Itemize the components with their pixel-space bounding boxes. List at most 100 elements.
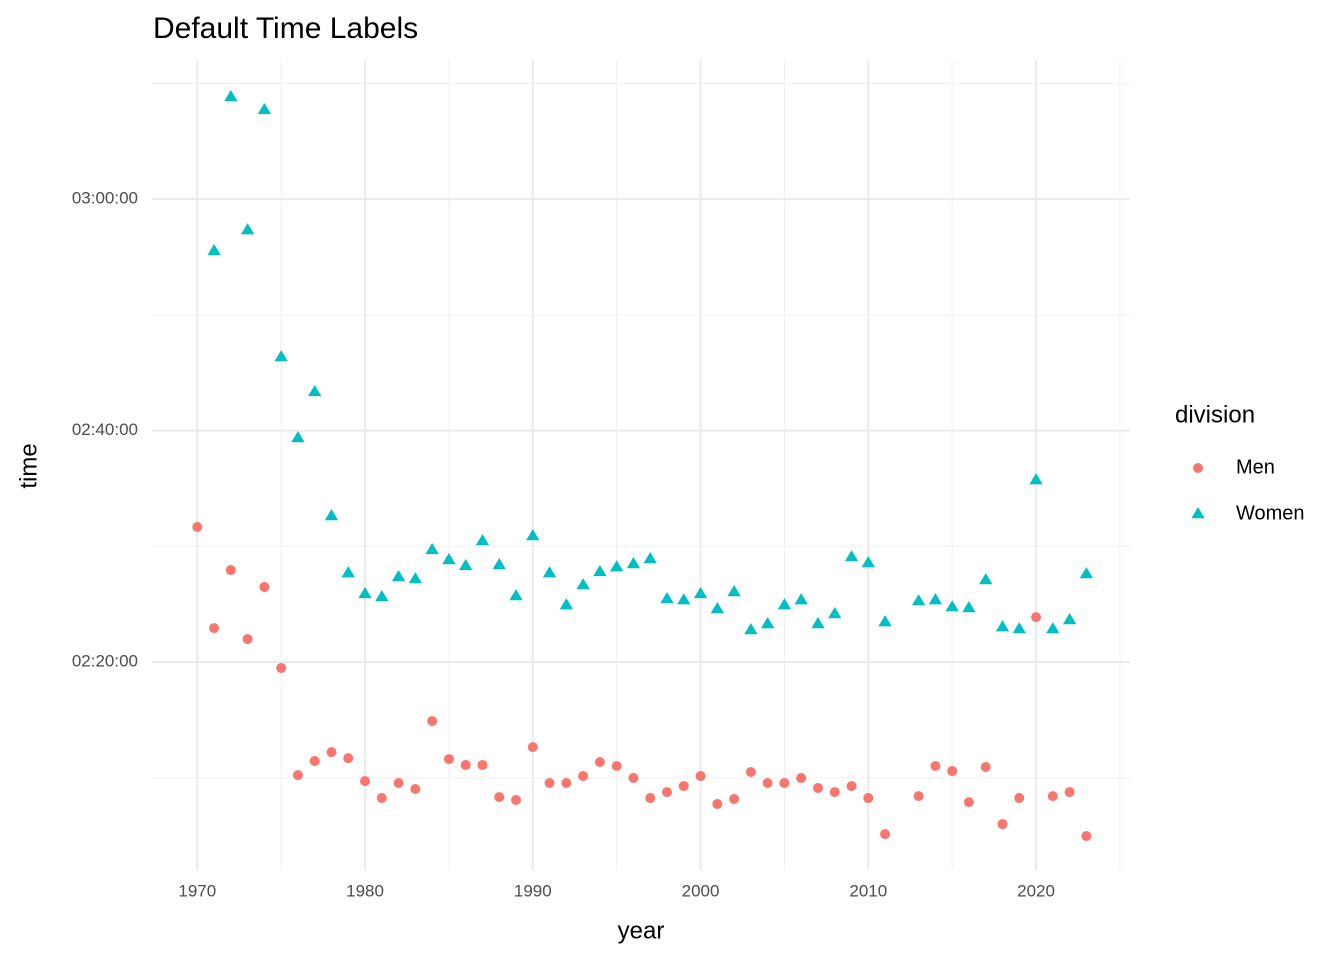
data-point	[611, 761, 622, 772]
y-tick-label: 02:40:00	[72, 420, 138, 439]
x-tick-label: 2020	[1017, 881, 1055, 900]
data-point	[509, 589, 523, 601]
data-point	[695, 771, 706, 782]
data-point	[794, 593, 808, 605]
data-point	[1031, 612, 1042, 623]
data-point	[544, 778, 555, 789]
data-point	[561, 778, 572, 789]
data-point	[962, 601, 976, 613]
legend-marker	[1193, 463, 1203, 473]
data-point	[393, 778, 404, 789]
data-point	[559, 598, 573, 610]
data-point	[376, 793, 387, 804]
data-point	[913, 791, 924, 802]
data-point	[408, 572, 423, 584]
data-point	[744, 623, 758, 635]
data-point	[643, 552, 657, 564]
data-point	[979, 573, 993, 585]
data-point	[240, 223, 255, 235]
data-point	[224, 90, 238, 102]
data-point	[527, 742, 538, 753]
data-point	[678, 781, 689, 792]
data-point	[761, 617, 775, 629]
x-tick-label: 1980	[346, 881, 384, 900]
data-point	[880, 829, 891, 840]
data-point	[225, 565, 236, 576]
data-point	[526, 529, 540, 541]
data-point	[209, 623, 220, 634]
data-point	[645, 793, 656, 804]
data-point	[207, 243, 221, 256]
data-point	[997, 819, 1008, 830]
data-point	[662, 787, 673, 798]
data-point	[292, 770, 303, 781]
data-point	[308, 384, 322, 397]
data-point	[727, 585, 741, 597]
legend-label: Men	[1236, 456, 1275, 478]
data-point	[375, 590, 389, 602]
x-tick-label: 2010	[849, 881, 887, 900]
data-point	[995, 620, 1010, 632]
legend-title: division	[1175, 401, 1255, 428]
data-point	[610, 560, 624, 572]
data-point	[1079, 567, 1094, 579]
data-point	[729, 794, 740, 805]
y-tick-label: 03:00:00	[72, 189, 138, 208]
data-point	[660, 591, 674, 604]
data-point	[594, 756, 605, 767]
data-point	[593, 564, 607, 577]
data-point	[257, 102, 272, 115]
data-point	[343, 753, 354, 764]
data-point	[693, 586, 708, 599]
x-tick-label: 1970	[178, 881, 216, 900]
data-point	[576, 578, 590, 590]
data-point	[410, 783, 421, 794]
y-tick-label: 02:20:00	[72, 652, 138, 671]
data-point	[796, 772, 807, 783]
data-point	[812, 783, 823, 794]
data-point	[542, 566, 557, 578]
legend-label: Women	[1236, 502, 1305, 524]
data-point	[928, 593, 943, 605]
data-point	[1012, 622, 1026, 634]
data-point	[628, 772, 639, 783]
data-point	[911, 594, 926, 606]
data-point	[1046, 622, 1060, 634]
data-point	[309, 756, 320, 767]
data-point	[1029, 473, 1043, 485]
data-point	[276, 663, 287, 674]
data-point	[677, 593, 691, 605]
data-point	[442, 553, 456, 565]
data-point	[1047, 791, 1058, 802]
data-point	[274, 350, 288, 362]
data-point	[192, 522, 203, 533]
data-point	[878, 615, 892, 627]
data-point	[459, 558, 473, 571]
data-point	[846, 781, 857, 792]
data-point	[963, 797, 974, 808]
data-point	[829, 787, 840, 798]
data-point	[360, 776, 371, 787]
data-point	[863, 793, 874, 804]
data-point	[861, 556, 875, 568]
y-axis-label: time	[15, 443, 42, 488]
data-point	[511, 794, 522, 805]
chart-title: Default Time Labels	[153, 12, 418, 45]
data-point	[242, 634, 253, 645]
data-point	[811, 617, 825, 629]
data-point	[475, 534, 490, 546]
data-point	[443, 754, 454, 765]
data-point	[427, 716, 438, 727]
data-point	[425, 542, 439, 555]
data-point	[626, 557, 641, 569]
data-point	[844, 550, 859, 562]
data-point	[762, 778, 773, 789]
data-point	[578, 771, 589, 782]
data-point	[324, 509, 339, 521]
legend-marker	[1191, 507, 1205, 519]
data-point	[358, 586, 372, 599]
data-point	[492, 558, 506, 570]
x-tick-label: 1990	[514, 881, 552, 900]
data-point	[779, 778, 790, 789]
